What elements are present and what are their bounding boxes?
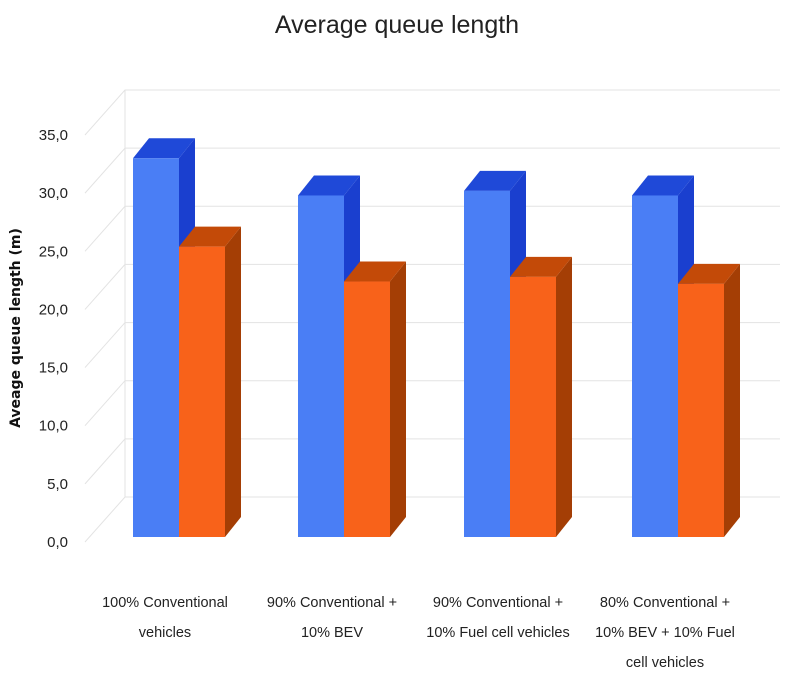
bar-top xyxy=(510,256,572,277)
bar-side xyxy=(724,263,740,537)
category-label: 90% Conventional + 10% Fuel cell vehicles xyxy=(426,595,569,641)
y-tick-label: 0,0 xyxy=(47,534,68,551)
bar-top xyxy=(464,170,526,191)
bars xyxy=(133,138,740,538)
y-tick-label: 10,0 xyxy=(39,418,68,435)
bar-side xyxy=(390,261,406,537)
x-axis-categories: 100% Conventional vehicles 90% Conventiona… xyxy=(102,595,735,671)
gridline xyxy=(84,89,780,136)
bar xyxy=(678,263,740,537)
y-tick-label: 5,0 xyxy=(47,476,68,493)
bar-front xyxy=(133,158,179,537)
category-label: 90% Conventional + 10% BEV xyxy=(267,595,397,641)
bar-front xyxy=(510,276,556,537)
bar-top xyxy=(678,263,740,284)
bar xyxy=(179,226,241,538)
bar-front xyxy=(298,195,344,537)
y-tick-label: 35,0 xyxy=(39,127,68,144)
bar-group xyxy=(133,138,241,538)
category-label-line: 80% Conventional + xyxy=(600,595,730,611)
bar-side xyxy=(225,226,241,538)
bar-front xyxy=(678,283,724,537)
category-label-line: 90% Conventional + xyxy=(433,595,563,611)
bar-top xyxy=(632,175,694,196)
category-label: 100% Conventional vehicles xyxy=(102,595,228,641)
bar-top xyxy=(133,138,195,159)
bar-front xyxy=(632,195,678,537)
category-label-line: vehicles xyxy=(139,625,191,641)
category-label: 80% Conventional + 10% BEV + 10% Fuel cell… xyxy=(595,595,735,671)
y-tick-label: 25,0 xyxy=(39,243,68,260)
bar-group xyxy=(632,175,740,537)
bar-group xyxy=(464,170,572,537)
category-label-line: 10% Fuel cell vehicles xyxy=(426,625,569,641)
bar-front xyxy=(179,246,225,538)
category-label-line: 10% BEV xyxy=(301,625,363,641)
y-tick-label: 20,0 xyxy=(39,301,68,318)
y-tick-label: 15,0 xyxy=(39,360,68,377)
bar-side xyxy=(556,256,572,537)
bar-top xyxy=(344,261,406,282)
y-axis-ticks: 0,0 5,0 10,0 15,0 20,0 25,0 30,0 35,0 xyxy=(39,127,68,551)
bar-top xyxy=(179,226,241,247)
bar-front xyxy=(344,281,390,537)
category-label-line: 100% Conventional xyxy=(102,595,228,611)
gridlines xyxy=(84,89,780,543)
chart-title: Average queue length xyxy=(275,11,519,39)
bar-front xyxy=(464,190,510,537)
bar xyxy=(632,175,694,537)
category-label-line: 10% BEV + 10% Fuel xyxy=(595,625,735,641)
bar-top xyxy=(298,175,360,196)
y-tick-label: 30,0 xyxy=(39,185,68,202)
bar-group xyxy=(298,175,406,537)
category-label-line: 90% Conventional + xyxy=(267,595,397,611)
bar xyxy=(510,256,572,537)
bar xyxy=(344,261,406,537)
y-axis-label: Aveage queue length (m) xyxy=(8,228,24,428)
category-label-line: cell vehicles xyxy=(626,655,704,671)
